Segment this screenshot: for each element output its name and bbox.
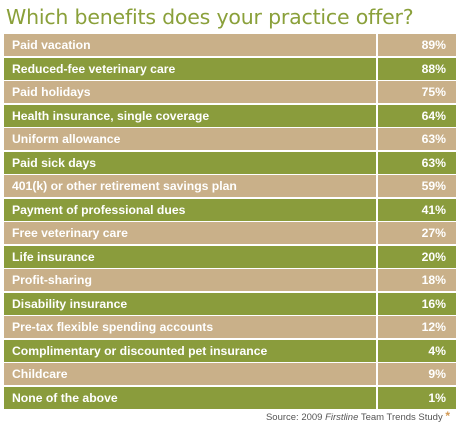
benefit-percentage: 27% — [378, 222, 456, 244]
source-publication: Firstline — [325, 412, 359, 423]
column-divider — [376, 81, 378, 103]
table-row: None of the above 1% — [4, 386, 456, 409]
table-row: Paid holidays 75% — [4, 81, 456, 103]
column-divider — [376, 363, 378, 385]
asterisk-icon: * — [445, 409, 450, 423]
benefit-percentage: 63% — [378, 128, 456, 150]
benefit-label: Profit-sharing — [4, 269, 376, 291]
benefit-label: None of the above — [4, 386, 376, 409]
benefit-label: Life insurance — [4, 245, 376, 268]
source-prefix: Source: 2009 — [265, 412, 326, 423]
table-row: Childcare 9% — [4, 363, 456, 385]
column-divider — [376, 316, 378, 338]
column-divider — [376, 245, 378, 268]
benefit-percentage: 89% — [378, 34, 456, 56]
benefit-label: Pre-tax flexible spending accounts — [4, 316, 376, 338]
source-suffix: Team Trends Study — [358, 412, 443, 423]
benefit-percentage: 9% — [378, 363, 456, 385]
benefit-label: Childcare — [4, 363, 376, 385]
column-divider — [376, 128, 378, 150]
column-divider — [376, 57, 378, 80]
benefit-percentage: 1% — [378, 386, 456, 409]
benefit-percentage: 59% — [378, 175, 456, 197]
table-row: Health insurance, single coverage 64% — [4, 104, 456, 127]
column-divider — [376, 269, 378, 291]
benefit-percentage: 18% — [378, 269, 456, 291]
benefit-label: Complimentary or discounted pet insuranc… — [4, 339, 376, 362]
table-row: Life insurance 20% — [4, 245, 456, 268]
benefit-percentage: 20% — [378, 245, 456, 268]
column-divider — [376, 34, 378, 56]
column-divider — [376, 104, 378, 127]
table-row: Paid sick days 63% — [4, 151, 456, 174]
chart-title: Which benefits does your practice offer? — [6, 5, 414, 29]
benefit-label: 401(k) or other retirement savings plan — [4, 175, 376, 197]
table-row: Payment of professional dues 41% — [4, 198, 456, 221]
benefit-percentage: 75% — [378, 81, 456, 103]
benefit-label: Payment of professional dues — [4, 198, 376, 221]
benefit-label: Health insurance, single coverage — [4, 104, 376, 127]
column-divider — [376, 175, 378, 197]
column-divider — [376, 198, 378, 221]
table-row: Free veterinary care 27% — [4, 222, 456, 244]
benefit-label: Paid vacation — [4, 34, 376, 56]
benefit-label: Reduced-fee veterinary care — [4, 57, 376, 80]
table-row: Profit-sharing 18% — [4, 269, 456, 291]
table-row: Pre-tax flexible spending accounts 12% — [4, 316, 456, 338]
table-row: Reduced-fee veterinary care 88% — [4, 57, 456, 80]
benefit-percentage: 4% — [378, 339, 456, 362]
benefit-label: Disability insurance — [4, 292, 376, 315]
column-divider — [376, 222, 378, 244]
column-divider — [376, 386, 378, 409]
table-row: Disability insurance 16% — [4, 292, 456, 315]
benefit-percentage: 41% — [378, 198, 456, 221]
benefit-percentage: 16% — [378, 292, 456, 315]
benefit-label: Free veterinary care — [4, 222, 376, 244]
benefit-label: Paid holidays — [4, 81, 376, 103]
column-divider — [376, 151, 378, 174]
benefit-percentage: 12% — [378, 316, 456, 338]
table-row: Uniform allowance 63% — [4, 128, 456, 150]
benefit-label: Uniform allowance — [4, 128, 376, 150]
source-note: Source: 2009 Firstline Team Trends Study… — [266, 408, 450, 424]
benefit-percentage: 64% — [378, 104, 456, 127]
benefit-label: Paid sick days — [4, 151, 376, 174]
benefits-table: Paid vacation 89% Reduced-fee veterinary c… — [4, 34, 456, 409]
table-row: 401(k) or other retirement savings plan 5… — [4, 175, 456, 197]
column-divider — [376, 292, 378, 315]
benefit-percentage: 63% — [378, 151, 456, 174]
column-divider — [376, 339, 378, 362]
table-row: Paid vacation 89% — [4, 34, 456, 56]
table-row: Complimentary or discounted pet insuranc… — [4, 339, 456, 362]
benefit-percentage: 88% — [378, 57, 456, 80]
